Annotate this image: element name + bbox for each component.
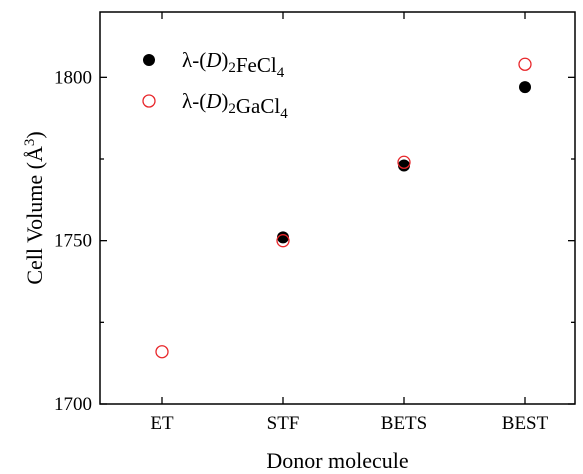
- series-1-point: [397, 155, 411, 169]
- legend-label-1: λ-(D)2GaCl4: [182, 89, 288, 122]
- y-tick-label: 1750: [54, 231, 92, 252]
- legend: λ-(D)2FeCl4 λ-(D)2GaCl4: [142, 48, 288, 122]
- series-1-point: [518, 57, 532, 71]
- axis-titles: Donor molecule Cell Volume (Å3): [22, 131, 409, 473]
- series-0-point: [398, 159, 410, 172]
- series-0-point: [519, 81, 531, 94]
- y-tick-label: 1700: [54, 394, 92, 415]
- plot-border: [99, 11, 576, 405]
- series-1-point: [276, 234, 290, 248]
- x-axis-title: Donor molecule: [266, 448, 408, 473]
- series-0-point: [277, 231, 289, 244]
- y-tick-label: 1800: [54, 67, 92, 88]
- plot-frame: [99, 11, 576, 405]
- x-axis-ticks: ET STF BETS BEST: [150, 12, 549, 434]
- legend-label-0: λ-(D)2FeCl4: [182, 48, 285, 81]
- y-axis-ticks: 1700 1750 1800: [54, 67, 575, 415]
- series-1-point: [155, 345, 169, 359]
- legend-marker-0: [143, 54, 155, 66]
- legend-marker-1: [142, 94, 156, 108]
- y-axis-title: Cell Volume (Å3): [22, 131, 47, 284]
- x-tick-label: STF: [267, 413, 300, 434]
- x-tick-label: BETS: [381, 413, 427, 434]
- data-points: [155, 57, 532, 359]
- x-tick-label: ET: [150, 413, 174, 434]
- x-tick-label: BEST: [502, 413, 549, 434]
